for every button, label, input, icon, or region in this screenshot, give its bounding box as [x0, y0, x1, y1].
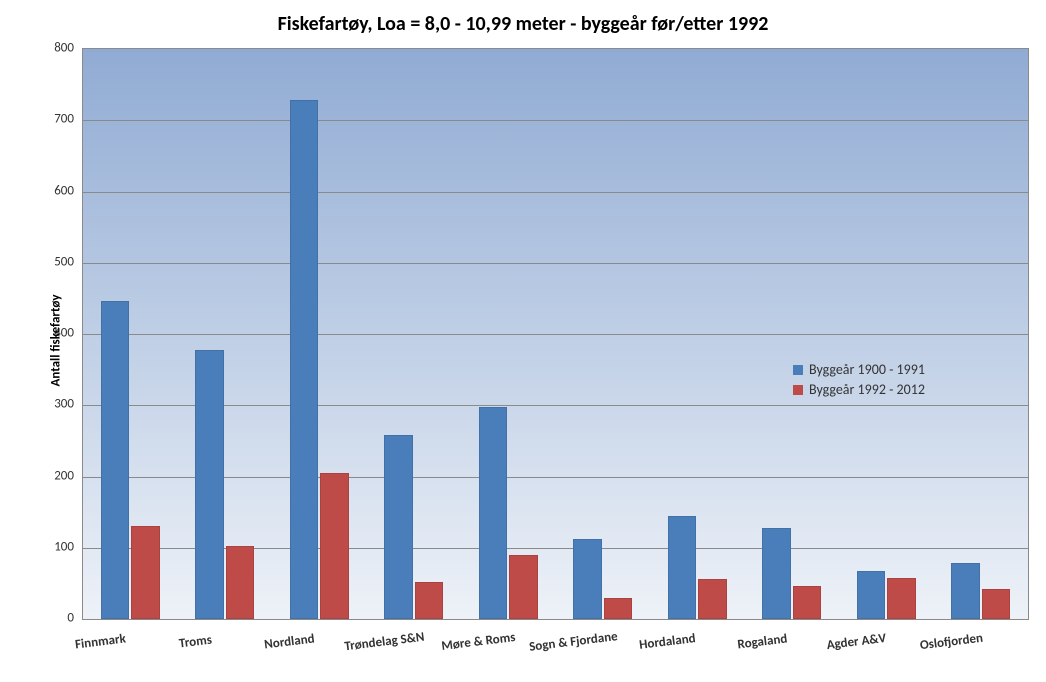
legend-item: Byggeår 1900 - 1991	[793, 361, 1003, 378]
bar	[415, 582, 443, 619]
bar	[857, 571, 885, 619]
bar	[226, 546, 254, 619]
chart-container: Fiskefartøy, Loa = 8,0 - 10,99 meter - b…	[0, 0, 1046, 682]
bar	[509, 555, 537, 619]
bar	[951, 563, 979, 619]
chart-title: Fiskefartøy, Loa = 8,0 - 10,99 meter - b…	[0, 12, 1046, 36]
bar	[762, 528, 790, 619]
bar	[887, 578, 915, 619]
legend-label: Byggeår 1992 - 2012	[809, 381, 925, 398]
legend: Byggeår 1900 - 1991 Byggeår 1992 - 2012	[793, 358, 1003, 401]
bar	[668, 516, 696, 619]
plot-area	[82, 48, 1029, 620]
bars-layer	[83, 49, 1028, 619]
bar	[982, 589, 1010, 619]
y-tick-label: 600	[34, 183, 74, 198]
bar	[320, 473, 348, 619]
y-tick-label: 800	[34, 41, 74, 56]
bar	[604, 598, 632, 619]
y-tick-label: 700	[34, 112, 74, 127]
y-tick-label: 500	[34, 254, 74, 269]
bar	[290, 100, 318, 619]
bar	[793, 586, 821, 619]
bar	[101, 301, 129, 619]
y-tick-label: 0	[34, 611, 74, 626]
bar	[698, 579, 726, 619]
bar	[573, 539, 601, 619]
legend-swatch	[793, 365, 803, 375]
legend-item: Byggeår 1992 - 2012	[793, 381, 1003, 398]
y-tick-label: 100	[34, 539, 74, 554]
bar	[131, 526, 159, 619]
y-tick-label: 300	[34, 397, 74, 412]
legend-label: Byggeår 1900 - 1991	[809, 361, 925, 378]
y-tick-label: 200	[34, 468, 74, 483]
y-axis-label: Antall fiskefartøy	[49, 294, 64, 386]
bar	[479, 407, 507, 619]
bar	[195, 350, 223, 619]
bar	[384, 435, 412, 619]
legend-swatch	[793, 385, 803, 395]
